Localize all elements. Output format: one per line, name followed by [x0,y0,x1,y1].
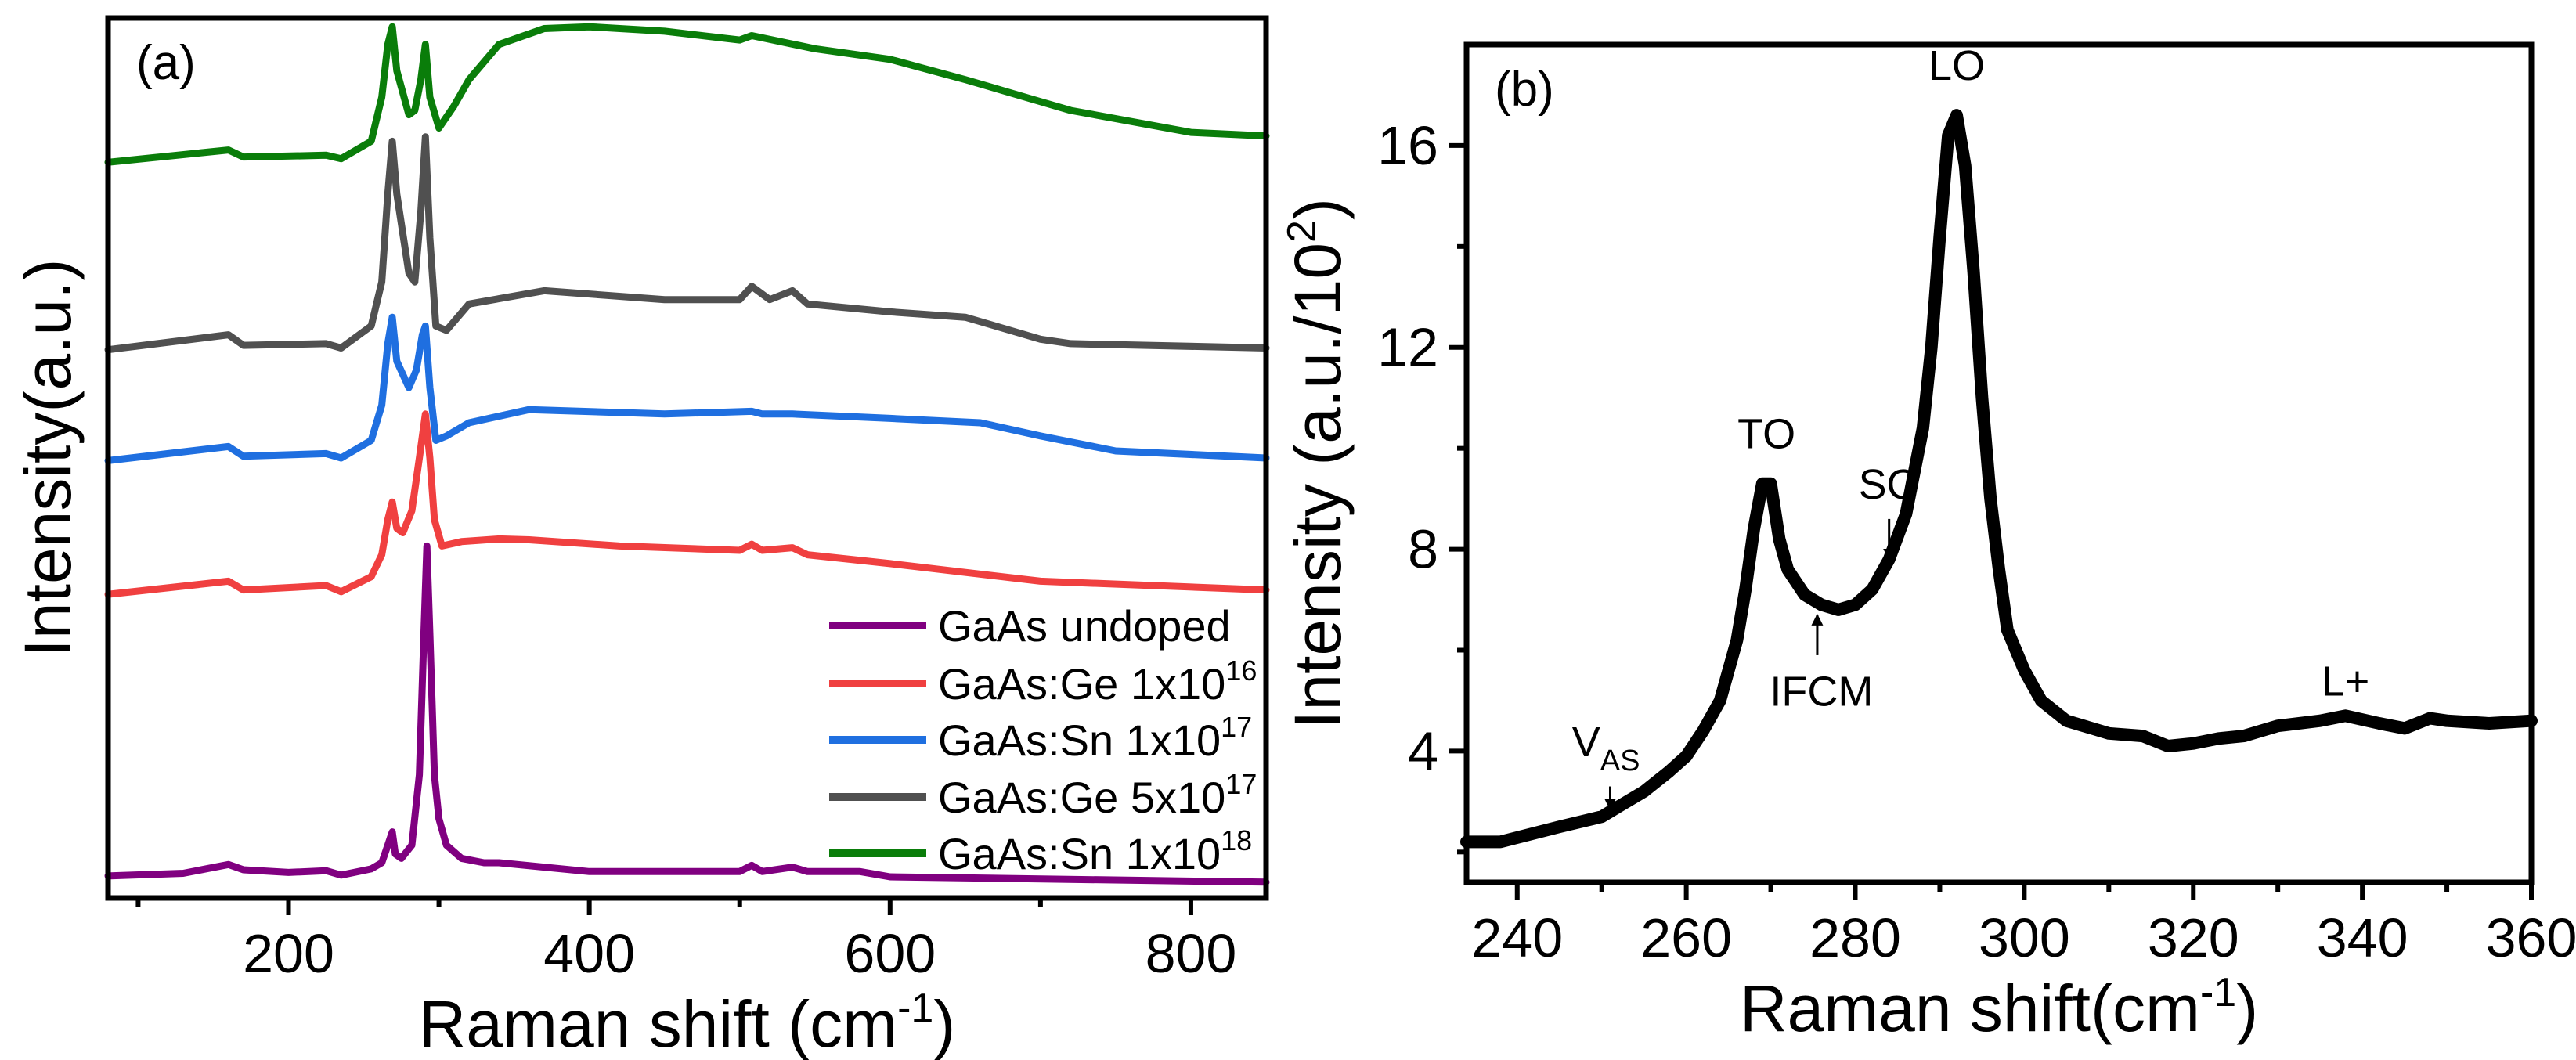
series-line-4 [104,23,1270,166]
x-axis-title-text: Raman shift (cm [419,987,897,1060]
legend-label: GaAs:Sn 1x1018 [938,824,1252,878]
peak-label-text: IFCM [1770,668,1873,715]
peak-label-sub: AS [1600,745,1640,777]
panel-b: 240 260 280 300 320 340 360 4 8 12 16 (b) Raman shif… [1279,41,2576,1045]
legend-item: GaAs undoped [829,601,1231,651]
y-axis-title-text: Intensity (a.u./10 [1281,243,1355,729]
peak-label-text: V [1572,719,1600,766]
y-axis-title-end: ) [1281,198,1355,220]
axes-frame [1463,41,2535,885]
x-axis-title-sup: -1 [2200,970,2236,1015]
peak-label: SO [1859,461,1920,508]
x-axis-title: Raman shift(cm-1) [1740,970,2258,1045]
y-axis-title: Intensity(a.u.) [11,259,85,658]
panel-a: 200 400 600 800 (a) Raman shift (cm-1) Intensi… [11,15,1270,1060]
x-tick-label: 320 [2148,907,2239,968]
legend-label-text: GaAs:Sn 1x10 [938,716,1221,765]
peak-label-text: L+ [2322,658,2370,705]
legend-item: GaAs:Ge 5x1017 [829,768,1257,822]
legend-label: GaAs:Ge 5x1017 [938,768,1257,822]
y-axis-title-sup: 2 [1279,220,1325,243]
legend-label-sup: 17 [1221,711,1252,743]
x-axis-title: Raman shift (cm-1) [419,986,956,1060]
x-tick-label: 300 [1979,907,2070,968]
panel-label: (b) [1495,63,1554,117]
y-tick-label: 4 [1408,720,1438,781]
peak-label-text: LO [1928,42,1985,89]
x-tick-label: 280 [1809,907,1901,968]
y-tick-label: 8 [1408,519,1438,580]
x-tick-label: 400 [543,923,635,984]
peak-label: L+ [2322,658,2370,705]
x-tick-label: 360 [2486,907,2576,968]
x-tick-label: 600 [844,923,936,984]
legend-item: GaAs:Ge 1x1016 [829,654,1257,708]
legend-label-sup: 16 [1225,654,1257,687]
y-tick-label: 16 [1377,115,1438,176]
x-tick-label: 340 [2317,907,2408,968]
legend-label-text: GaAs:Ge 5x10 [938,773,1225,822]
series-line-2 [104,313,1270,464]
legend-label: GaAs:Sn 1x1017 [938,711,1252,765]
legend-label-text: GaAs:Sn 1x10 [938,829,1221,878]
legend-label-text: GaAs:Ge 1x10 [938,659,1225,708]
peak-label: TO [1737,411,1795,458]
panel-label: (a) [136,36,196,90]
y-axis-title-text: Intensity(a.u.) [11,259,85,658]
x-tick-label: 240 [1471,907,1563,968]
y-axis-title: Intensity (a.u./102) [1279,198,1355,729]
legend-label-sup: 17 [1225,768,1257,800]
series-line-1 [104,410,1270,598]
peak-label-text: TO [1737,411,1795,458]
x-tick-label: 800 [1145,923,1237,984]
series-line-0 [104,542,1270,886]
series-line-3 [104,133,1270,354]
legend-item: GaAs:Sn 1x1017 [829,711,1252,765]
series-line-0 [1460,109,2538,849]
legend-label: GaAs undoped [938,601,1231,651]
legend-label-text: GaAs undoped [938,601,1231,651]
legend-label-sup: 18 [1221,824,1252,856]
axes-frame [105,15,1269,901]
peak-label: LO [1928,42,1985,89]
x-axis-title-text: Raman shift(cm [1740,972,2200,1045]
x-axis-title-end: ) [2236,972,2258,1045]
peak-label: IFCM [1770,668,1873,715]
x-tick-label: 200 [243,923,334,984]
legend-label: GaAs:Ge 1x1016 [938,654,1257,708]
x-axis-title-end: ) [933,987,955,1060]
x-axis-title-sup: -1 [897,986,933,1031]
x-tick-label: 260 [1640,907,1732,968]
y-tick-label: 12 [1377,317,1438,378]
peak-label-text: SO [1859,461,1920,508]
peak-label: VAS [1572,719,1640,777]
legend-item: GaAs:Sn 1x1018 [829,824,1252,878]
